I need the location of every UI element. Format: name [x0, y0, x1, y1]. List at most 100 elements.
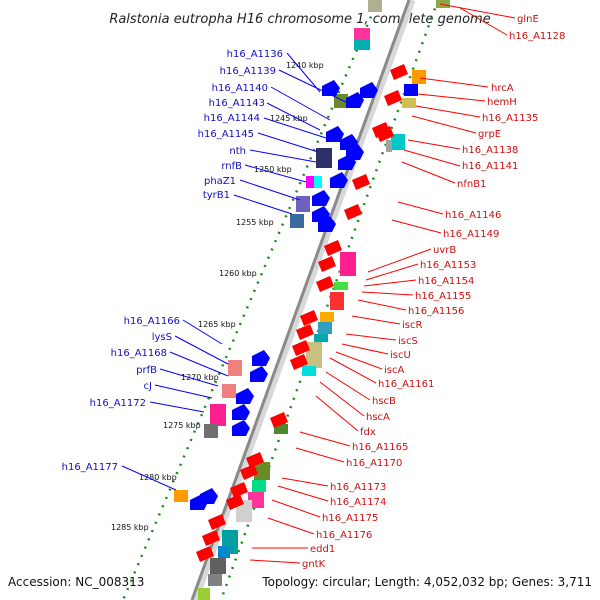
leader-line [174, 335, 229, 365]
gene-label-right: h16_A1135 [482, 113, 538, 124]
leader-line [244, 164, 307, 183]
reverse-gene-arrow [250, 366, 268, 382]
gene-label-left: h16_A1143 [209, 98, 265, 109]
forward-gene-arrow [296, 324, 314, 340]
gene-label-right: h16_A1155 [415, 291, 471, 302]
forward-gene-arrow [196, 546, 214, 562]
gene-label-left: h16_A1140 [212, 83, 268, 94]
leader-line [419, 77, 489, 88]
leader-line [121, 465, 177, 491]
leader-line [397, 201, 444, 215]
scale-label: 1265 kbp [198, 320, 236, 329]
scale-label: 1285 kbp [111, 523, 149, 532]
gene-label-right: hscA [366, 412, 390, 423]
gene-label-right: iscU [390, 350, 411, 361]
scale-ticks: 1240 kbp 1245 kbp 1250 kbp 1255 kbp 1260 kbp… [111, 61, 324, 532]
reverse-gene-arrow [322, 80, 340, 96]
gene-label-right: uvrB [433, 245, 456, 256]
leader-line [271, 499, 321, 518]
leader-line [345, 333, 397, 341]
gene-block [274, 424, 288, 434]
leader-line [266, 102, 321, 131]
leader-line [182, 319, 223, 345]
gene-label-right: h16_A1128 [509, 31, 565, 42]
gene-block [174, 490, 188, 502]
gene-block [210, 404, 226, 426]
gene-label-left: rnfB [221, 161, 242, 172]
gene-block [318, 322, 332, 334]
leader-line [270, 86, 331, 121]
leader-line [281, 477, 329, 487]
gene-label-left: h16_A1166 [124, 316, 180, 327]
gene-label-left: prfB [136, 365, 157, 376]
reverse-gene-arrow [318, 216, 336, 232]
gene-label-left: h16_A1139 [220, 66, 276, 77]
forward-gene-arrow [344, 204, 362, 220]
gene-label-right: h16_A1170 [346, 458, 402, 469]
scale-label: 1245 kbp [270, 114, 308, 123]
gene-block [334, 94, 348, 108]
gene-label-right: h16_A1149 [443, 229, 499, 240]
gene-label-right: h16_A1154 [418, 276, 474, 287]
gene-labels: h16_A1136 h16_A1139 h16_A1140 h16_A1143 h16_… [62, 14, 566, 570]
gene-label-right: h16_A1173 [330, 482, 386, 493]
scale-label: 1260 kbp [219, 269, 257, 278]
leader-line [357, 299, 407, 311]
gene-label-left: cJ [144, 381, 152, 392]
reverse-gene-arrow [360, 82, 378, 98]
gene-block [302, 366, 316, 376]
leader-line [286, 52, 321, 93]
gene-block [334, 282, 348, 290]
gene-label-right: iscS [398, 336, 418, 347]
gene-label-left: tyrB1 [203, 190, 230, 201]
reverse-gene-arrow [236, 388, 254, 404]
gene-label-right: h16_A1174 [330, 497, 386, 508]
forward-gene-arrow [300, 310, 318, 326]
gene-block [254, 462, 270, 480]
gene-block [402, 98, 416, 108]
reverse-gene-arrow [340, 134, 358, 150]
forward-gene-arrow [390, 64, 408, 80]
forward-gene-arrow [290, 354, 308, 370]
gene-label-right: fdx [360, 427, 376, 438]
gene-label-right: h16_A1156 [408, 306, 464, 317]
map-title: Ralstonia eutropha H16 chromosome 1, com… [109, 12, 490, 27]
leader-line [154, 384, 213, 399]
gene-label-right: hemH [487, 97, 517, 108]
scale-label: 1275 kbp [163, 421, 201, 430]
leader-line [459, 7, 508, 36]
scale-label: 1240 kbp [286, 61, 324, 70]
leader-line [233, 194, 293, 215]
reverse-gene-arrow [338, 154, 356, 170]
gene-label-right: h16_A1138 [462, 145, 518, 156]
gene-block [436, 0, 450, 8]
leader-line [407, 139, 461, 150]
gene-label-right: iscR [402, 320, 422, 331]
gene-label-right: h16_A1153 [420, 260, 476, 271]
leader-line [249, 559, 301, 564]
leader-line [351, 315, 401, 325]
reverse-gene-arrow [326, 126, 344, 142]
gene-label-right: h16_A1165 [352, 442, 408, 453]
reverse-gene-arrow [252, 350, 270, 366]
gene-label-right: h16_A1161 [378, 379, 434, 390]
leader-line [149, 401, 205, 413]
gene-block [391, 134, 405, 150]
gene-block [208, 574, 222, 586]
gene-block [306, 342, 322, 368]
gene-block [320, 312, 334, 322]
leader-line [439, 3, 516, 19]
gene-label-right: grpE [478, 129, 501, 140]
gene-label-left: h16_A1172 [90, 398, 146, 409]
gene-label-right: hrcA [491, 83, 514, 94]
gene-label-left: h16_A1168 [111, 348, 167, 359]
gene-block [404, 84, 418, 96]
gene-label-right: glnE [517, 14, 539, 25]
accession-text: Accession: NC_008313 [8, 575, 144, 589]
leader-line [169, 351, 229, 377]
forward-gene-arrow [318, 256, 336, 272]
gene-block [204, 424, 218, 438]
leader-line [277, 485, 329, 502]
reverse-gene-arrow [312, 206, 330, 222]
gene-block [330, 292, 344, 310]
